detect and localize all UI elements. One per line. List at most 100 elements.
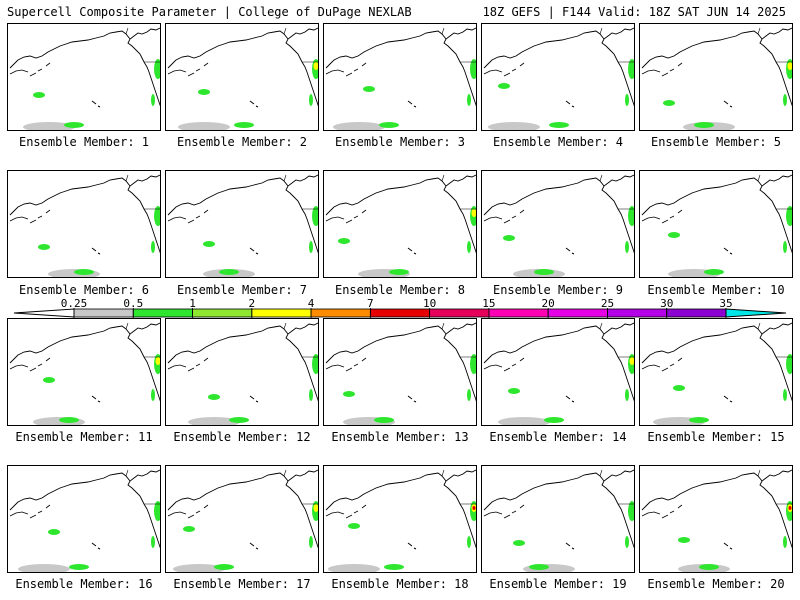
hawaii-islands bbox=[91, 247, 101, 255]
alaska-coastline bbox=[483, 30, 605, 69]
low-scp-shading bbox=[74, 269, 94, 275]
pacific-northwest-coastline bbox=[127, 174, 160, 254]
ensemble-member-label: Ensemble Member: 2 bbox=[176, 135, 308, 149]
aleutian-islands bbox=[483, 504, 525, 519]
scp-shading-plains-high bbox=[313, 504, 318, 512]
pacific-northwest-coastline bbox=[443, 469, 476, 549]
low-scp-shading bbox=[379, 122, 399, 128]
canada-border bbox=[283, 174, 318, 210]
alaska-coastline bbox=[167, 177, 289, 216]
aleutian-islands bbox=[167, 62, 209, 77]
ensemble-member-map-17 bbox=[165, 465, 319, 573]
hawaii-islands bbox=[407, 542, 417, 550]
scp-shading-coast bbox=[783, 241, 787, 253]
low-scp-shading bbox=[348, 523, 360, 529]
ensemble-member-label: Ensemble Member: 5 bbox=[650, 135, 782, 149]
scp-shading-plains bbox=[786, 354, 792, 374]
low-scp-shading bbox=[183, 526, 195, 532]
low-scp-shading bbox=[513, 540, 525, 546]
alaska-coastline bbox=[9, 472, 131, 511]
low-scp-shading bbox=[503, 235, 515, 241]
aleutian-islands bbox=[325, 62, 367, 77]
low-scp-shading bbox=[343, 391, 355, 397]
pacific-northwest-coastline bbox=[443, 27, 476, 107]
scp-shading-coast bbox=[151, 94, 155, 106]
low-scp-shading bbox=[43, 377, 55, 383]
ensemble-member-label: Ensemble Member: 14 bbox=[489, 430, 627, 444]
aleutian-islands bbox=[167, 209, 209, 224]
aleutian-islands bbox=[9, 504, 51, 519]
alaska-coastline bbox=[483, 472, 605, 511]
aleutian-islands bbox=[641, 357, 683, 372]
colorbar-tick-label: 0.5 bbox=[123, 298, 143, 310]
pacific-northwest-coastline bbox=[601, 322, 634, 402]
colorbar-tick-label: 15 bbox=[482, 298, 495, 310]
scp-shading-coast bbox=[467, 241, 471, 253]
alaska-coastline bbox=[325, 30, 447, 69]
pacific-northwest-coastline bbox=[127, 469, 160, 549]
hawaii-islands bbox=[723, 542, 733, 550]
pacific-northwest-coastline bbox=[285, 27, 318, 107]
pacific-northwest-coastline bbox=[601, 174, 634, 254]
pacific-northwest-coastline bbox=[285, 174, 318, 254]
scp-shading-plains bbox=[628, 59, 634, 79]
scp-shading-plains bbox=[628, 206, 634, 226]
colorbar-tick-label: 30 bbox=[660, 298, 673, 310]
low-scp-shading bbox=[694, 122, 714, 128]
low-scp-shading bbox=[363, 86, 375, 92]
colorbar-tick-label: 7 bbox=[367, 298, 374, 310]
ensemble-member-map-16 bbox=[7, 465, 161, 573]
colorbar-tick-label: 25 bbox=[601, 298, 614, 310]
ensemble-member-map-11 bbox=[7, 318, 161, 426]
aleutian-islands bbox=[9, 62, 51, 77]
low-scp-shading bbox=[529, 564, 549, 570]
alaska-coastline bbox=[9, 177, 131, 216]
canada-border bbox=[599, 174, 634, 210]
scp-shading-coast bbox=[783, 389, 787, 401]
low-scp-shading bbox=[64, 122, 84, 128]
alaska-coastline bbox=[9, 325, 131, 364]
ensemble-member-map-10 bbox=[639, 170, 793, 278]
aleutian-islands bbox=[325, 357, 367, 372]
low-scp-shading bbox=[498, 83, 510, 89]
low-scp-shading bbox=[673, 385, 685, 391]
ensemble-member-label: Ensemble Member: 18 bbox=[331, 577, 469, 591]
scp-shading-coast bbox=[783, 94, 787, 106]
canada-border bbox=[599, 322, 634, 358]
colorbar-swatch bbox=[251, 308, 312, 318]
color-scale-legend: 0.25 0.5 1 2 4 7 10 15 20 25 30 35 bbox=[13, 298, 787, 318]
alaska-coastline bbox=[167, 472, 289, 511]
scp-shading-coast bbox=[309, 94, 313, 106]
alaska-coastline bbox=[483, 325, 605, 364]
alaska-coastline bbox=[641, 325, 763, 364]
colorbar-tick-label: 0.25 bbox=[61, 298, 88, 310]
scp-shading-plains-max bbox=[788, 506, 792, 510]
aleutian-islands bbox=[641, 62, 683, 77]
low-scp-shading bbox=[544, 417, 564, 423]
scp-shading-plains bbox=[154, 59, 160, 79]
hawaii-islands bbox=[723, 395, 733, 403]
scp-shading-coast bbox=[467, 94, 471, 106]
aleutian-islands bbox=[483, 209, 525, 224]
ensemble-member-label: Ensemble Member: 9 bbox=[492, 283, 624, 297]
canada-border bbox=[441, 174, 476, 210]
aleutian-islands bbox=[325, 504, 367, 519]
hawaii-islands bbox=[565, 100, 575, 108]
hawaii-islands bbox=[249, 100, 259, 108]
aleutian-islands bbox=[167, 357, 209, 372]
low-scp-shading bbox=[173, 564, 225, 572]
low-scp-shading bbox=[18, 564, 70, 572]
ensemble-member-label: Ensemble Member: 11 bbox=[15, 430, 153, 444]
aleutian-islands bbox=[483, 357, 525, 372]
low-scp-shading bbox=[33, 92, 45, 98]
scp-shading-coast bbox=[625, 241, 629, 253]
hawaii-islands bbox=[91, 100, 101, 108]
low-scp-shading bbox=[534, 269, 554, 275]
ensemble-member-map-13 bbox=[323, 318, 477, 426]
canada-border bbox=[599, 27, 634, 63]
ensemble-member-map-4 bbox=[481, 23, 635, 131]
low-scp-shading bbox=[374, 417, 394, 423]
canada-border bbox=[125, 27, 160, 63]
low-scp-shading bbox=[188, 417, 240, 425]
ensemble-member-map-18 bbox=[323, 465, 477, 573]
